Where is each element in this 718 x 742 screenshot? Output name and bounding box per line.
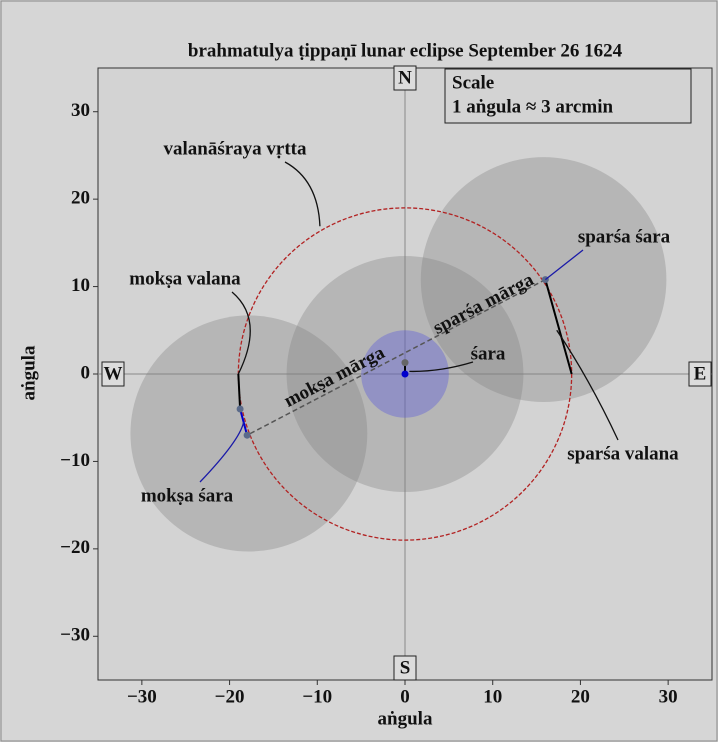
direction-label: W <box>104 363 123 384</box>
x-tick-label: 10 <box>483 686 502 707</box>
y-tick-label: 30 <box>71 100 90 121</box>
annotation-connector <box>284 161 321 227</box>
y-axis-label: aṅgula <box>18 345 39 400</box>
x-tick-label: −10 <box>302 686 332 707</box>
point <box>236 405 244 413</box>
y-tick-label: −10 <box>60 450 90 471</box>
annotation: mokṣa śara <box>141 485 234 506</box>
y-tick-label: −30 <box>60 625 90 646</box>
direction-label: E <box>694 363 707 384</box>
annotation-connector <box>556 329 619 441</box>
direction-label: S <box>400 657 411 678</box>
annotation: śara <box>471 343 506 364</box>
direction-box <box>101 361 125 387</box>
x-tick-label: 20 <box>571 686 590 707</box>
x-tick-label: −30 <box>127 686 157 707</box>
x-tick-label: 0 <box>400 686 410 707</box>
y-tick-label: 20 <box>71 188 90 209</box>
scale-text: 1 aṅgula ≈ 3 arcmin <box>452 96 613 117</box>
point <box>401 370 409 378</box>
segment <box>246 278 546 436</box>
annotation-connector <box>409 361 474 373</box>
point <box>243 431 251 439</box>
annotation-connector <box>231 291 251 375</box>
x-tick-label: 30 <box>659 686 678 707</box>
segment <box>237 373 242 410</box>
scale-text: Scale <box>452 72 494 93</box>
segment <box>544 279 573 375</box>
chart-title: brahmatulya ṭippaṇī lunar eclipse Septem… <box>188 40 623 61</box>
direction-box <box>393 655 417 681</box>
annotation: valanāśraya vṛtta <box>163 138 307 159</box>
annotation: sparśa śara <box>578 226 671 247</box>
direction-box <box>393 65 417 91</box>
annotation: mokṣa valana <box>129 268 241 289</box>
direction-label: N <box>398 67 412 88</box>
y-tick-label: 10 <box>71 275 90 296</box>
scale-box <box>444 68 692 124</box>
x-axis-label: aṅgula <box>378 708 433 729</box>
point <box>401 359 409 367</box>
direction-box <box>688 361 712 387</box>
x-tick-label: −20 <box>215 686 245 707</box>
annotation: sparśa valana <box>567 443 679 464</box>
y-tick-label: −20 <box>60 537 90 558</box>
annotation-connector <box>544 249 584 281</box>
annotation-connector <box>199 421 245 483</box>
y-tick-label: 0 <box>81 362 91 383</box>
